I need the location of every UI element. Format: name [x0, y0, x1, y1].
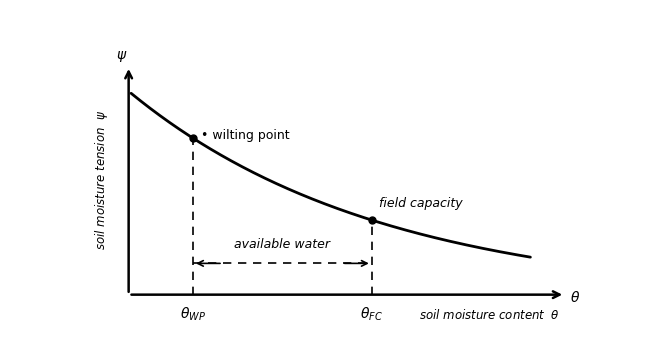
Text: field capacity: field capacity — [379, 197, 463, 210]
Text: soil moisture content  $\theta$: soil moisture content $\theta$ — [419, 308, 560, 322]
Text: $\psi$: $\psi$ — [116, 49, 127, 64]
Text: available water: available water — [235, 238, 331, 251]
Text: $\theta_{WP}$: $\theta_{WP}$ — [180, 306, 206, 323]
Text: $\theta$: $\theta$ — [570, 289, 581, 304]
Text: soil moisture tension  $\psi$: soil moisture tension $\psi$ — [93, 110, 110, 251]
Text: • wilting point: • wilting point — [200, 130, 289, 142]
Text: $\theta_{FC}$: $\theta_{FC}$ — [360, 306, 383, 323]
